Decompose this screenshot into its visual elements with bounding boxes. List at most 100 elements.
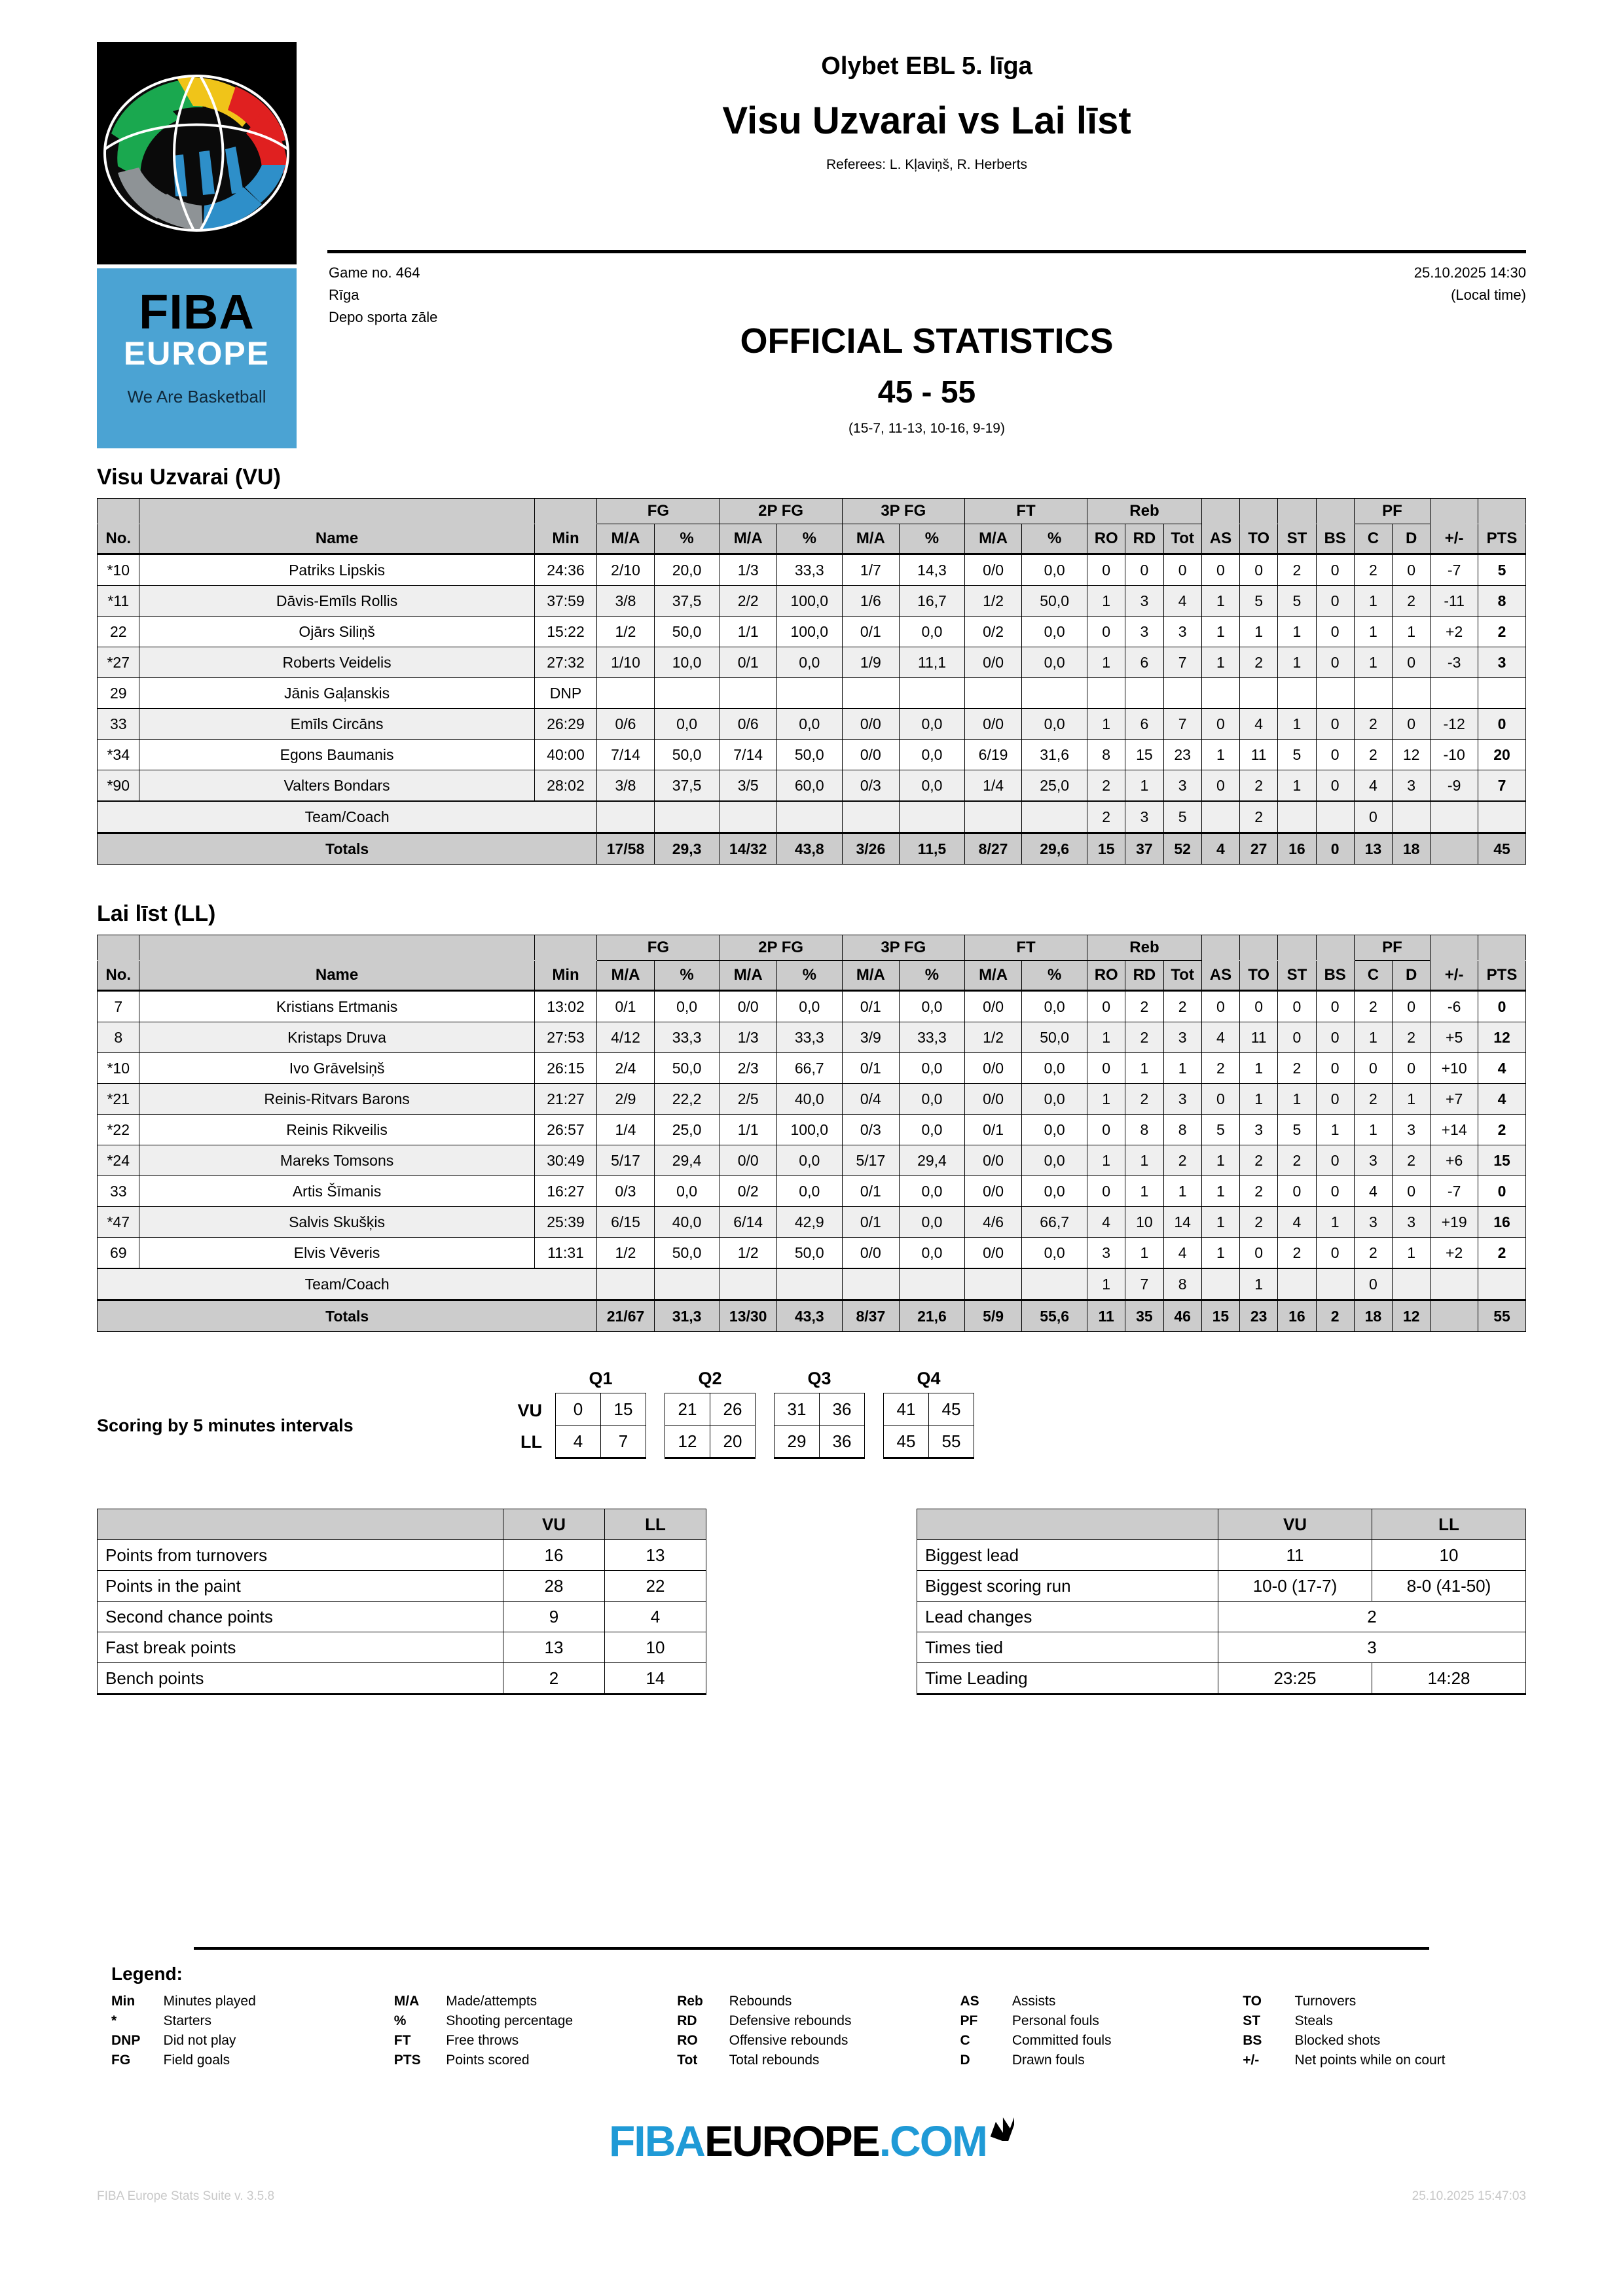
player-stat-ro: 1 (1087, 708, 1126, 740)
scoring-intervals-label: Scoring by 5 minutes intervals (97, 1416, 354, 1435)
player-minutes: 21:27 (534, 1083, 598, 1115)
player-stat-p3p: 0,0 (899, 1237, 965, 1269)
player-stat-ro: 0 (1087, 1114, 1126, 1145)
player-row: *47 Salvis Skušķis 25:39 6/15 40,0 6/14 42,9 0/… (96, 1206, 1526, 1238)
player-number: 7 (96, 990, 140, 1022)
col-header-name: Name (139, 524, 535, 555)
team-coach-rd: 3 (1125, 800, 1164, 833)
player-stat-pm: -11 (1430, 585, 1479, 617)
player-stat-pm: -12 (1430, 708, 1479, 740)
player-stat-ftp: 0,0 (1021, 708, 1088, 740)
legend-abbr: PF (960, 2013, 978, 2028)
player-row: 33 Artis Šīmanis 16:27 0/3 0,0 0/2 0,0 0/1 0,0 0/… (96, 1175, 1526, 1207)
player-minutes: 27:32 (534, 647, 598, 678)
player-stat-ft (964, 677, 1023, 709)
game-flow-row: Time Leading 23:25 14:28 (917, 1662, 1526, 1695)
player-stat-as (1201, 677, 1241, 709)
team-comparison-value-vu: 2 (503, 1662, 605, 1695)
game-flow-row: Biggest scoring run 10-0 (17-7) 8-0 (41-50… (917, 1570, 1526, 1602)
legend-abbr: Reb (677, 1994, 703, 2009)
player-row: *10 Ivo Grāvelsiņš 26:15 2/4 50,0 2/3 66,7 0/1 0… (96, 1052, 1526, 1084)
player-stat-to: 2 (1239, 1145, 1279, 1176)
player-stat-fgp: 37,5 (653, 770, 720, 802)
player-stat-st: 2 (1277, 1145, 1317, 1176)
game-flow-row: Lead changes 2 (917, 1601, 1526, 1632)
totals-rd: 37 (1125, 832, 1164, 865)
team-coach-st (1277, 800, 1317, 833)
quarter-score-cell: 41 (883, 1393, 929, 1426)
player-stat-p3p: 0,0 (899, 1206, 965, 1238)
player-stat-st: 0 (1277, 990, 1317, 1022)
team-coach-blank (719, 1268, 777, 1300)
interval-team-tags: VU LL (503, 1395, 542, 1458)
legend-description: Defensive rebounds (729, 2013, 852, 2028)
player-stat-to: 3 (1239, 1114, 1279, 1145)
player-stat-pts: 2 (1478, 1114, 1526, 1145)
player-stat-st: 5 (1277, 585, 1317, 617)
col-group-blank (139, 498, 535, 524)
legend-abbr: C (960, 2033, 970, 2048)
col-header-min: Min (534, 960, 598, 992)
legend-row: DNP Did not play FT Free throws RO Offensive … (111, 2033, 1526, 2053)
player-stat-bs (1315, 677, 1355, 709)
quarter-score-cell: 0 (555, 1393, 601, 1426)
interval-team-code: LL (520, 1432, 542, 1452)
player-stat-d: 2 (1391, 1022, 1431, 1053)
team-coach-blank (1021, 800, 1088, 833)
player-stat-d: 2 (1391, 1145, 1431, 1176)
player-stat-c: 1 (1353, 1114, 1393, 1145)
player-stat-fg: 2/4 (596, 1052, 655, 1084)
player-stat-bs: 1 (1315, 1114, 1355, 1145)
team-coach-st (1277, 1268, 1317, 1300)
player-name: Kristaps Druva (139, 1022, 535, 1053)
team-comparison-value-vu: 13 (503, 1632, 605, 1663)
title-block: Olybet EBL 5. līga Visu Uzvarai vs Lai l… (327, 52, 1526, 173)
player-stat-p3: 0/3 (841, 1114, 900, 1145)
player-stat-fgp: 22,2 (653, 1083, 720, 1115)
col-group-blank (1201, 498, 1241, 524)
player-stat-bs: 0 (1315, 585, 1355, 617)
col-group-pf: PF (1353, 498, 1431, 524)
player-stat-pm: +10 (1430, 1052, 1479, 1084)
quarter-score-cell: 21 (665, 1393, 710, 1426)
player-stat-to: 4 (1239, 708, 1279, 740)
totals-pts: 45 (1478, 832, 1526, 865)
player-stat-tot: 7 (1163, 708, 1202, 740)
player-stat-rd (1125, 677, 1164, 709)
team-comparison-row: Fast break points 13 10 (97, 1632, 706, 1663)
player-minutes: DNP (534, 677, 598, 709)
player-stat-fgp: 33,3 (653, 1022, 720, 1053)
col-header-: % (1021, 960, 1088, 992)
legend-abbr: Min (111, 1994, 136, 2009)
player-stat-ftp (1021, 677, 1088, 709)
player-stat-pm: +2 (1430, 1237, 1479, 1269)
player-stat-fg: 2/10 (596, 554, 655, 586)
fibaeurope-com-logo[interactable]: FIBAEUROPE.COM (0, 2104, 1623, 2162)
player-stat-p2: 0/0 (719, 1145, 777, 1176)
scoring-intervals-section: Scoring by 5 minutes intervals VU LL Q1 0 1… (97, 1369, 1526, 1486)
team-comparison-label: Second chance points (97, 1601, 503, 1632)
quarter-block-q3: Q3 31 36 29 36 (774, 1369, 865, 1459)
team-coach-blank (653, 1268, 720, 1300)
player-stat-st: 0 (1277, 1022, 1317, 1053)
col-header-no: No. (96, 524, 140, 555)
game-flow-header-blank (917, 1509, 1218, 1540)
player-row: *24 Mareks Tomsons 30:49 5/17 29,4 0/0 0,0 5/17… (96, 1145, 1526, 1176)
player-stat-as: 1 (1201, 1145, 1241, 1176)
player-number: *11 (96, 585, 140, 617)
team-coach-blank (899, 1268, 965, 1300)
player-stat-rd: 3 (1125, 585, 1164, 617)
team-coach-d (1391, 800, 1431, 833)
player-stat-c: 2 (1353, 554, 1393, 586)
quarter-score-cell: 12 (665, 1425, 710, 1459)
col-header-ma: M/A (596, 524, 655, 555)
col-header-bs: BS (1315, 524, 1355, 555)
col-header-tot: Tot (1163, 960, 1202, 992)
totals-p2: 13/30 (719, 1299, 777, 1332)
legend-abbr: BS (1243, 2033, 1262, 2048)
player-name: Kristians Ertmanis (139, 990, 535, 1022)
team-comparison-header-vu: VU (503, 1509, 605, 1540)
totals-tot: 46 (1163, 1299, 1202, 1332)
player-stat-bs: 0 (1315, 1145, 1355, 1176)
quarter-score-row: 29 36 (774, 1425, 865, 1459)
